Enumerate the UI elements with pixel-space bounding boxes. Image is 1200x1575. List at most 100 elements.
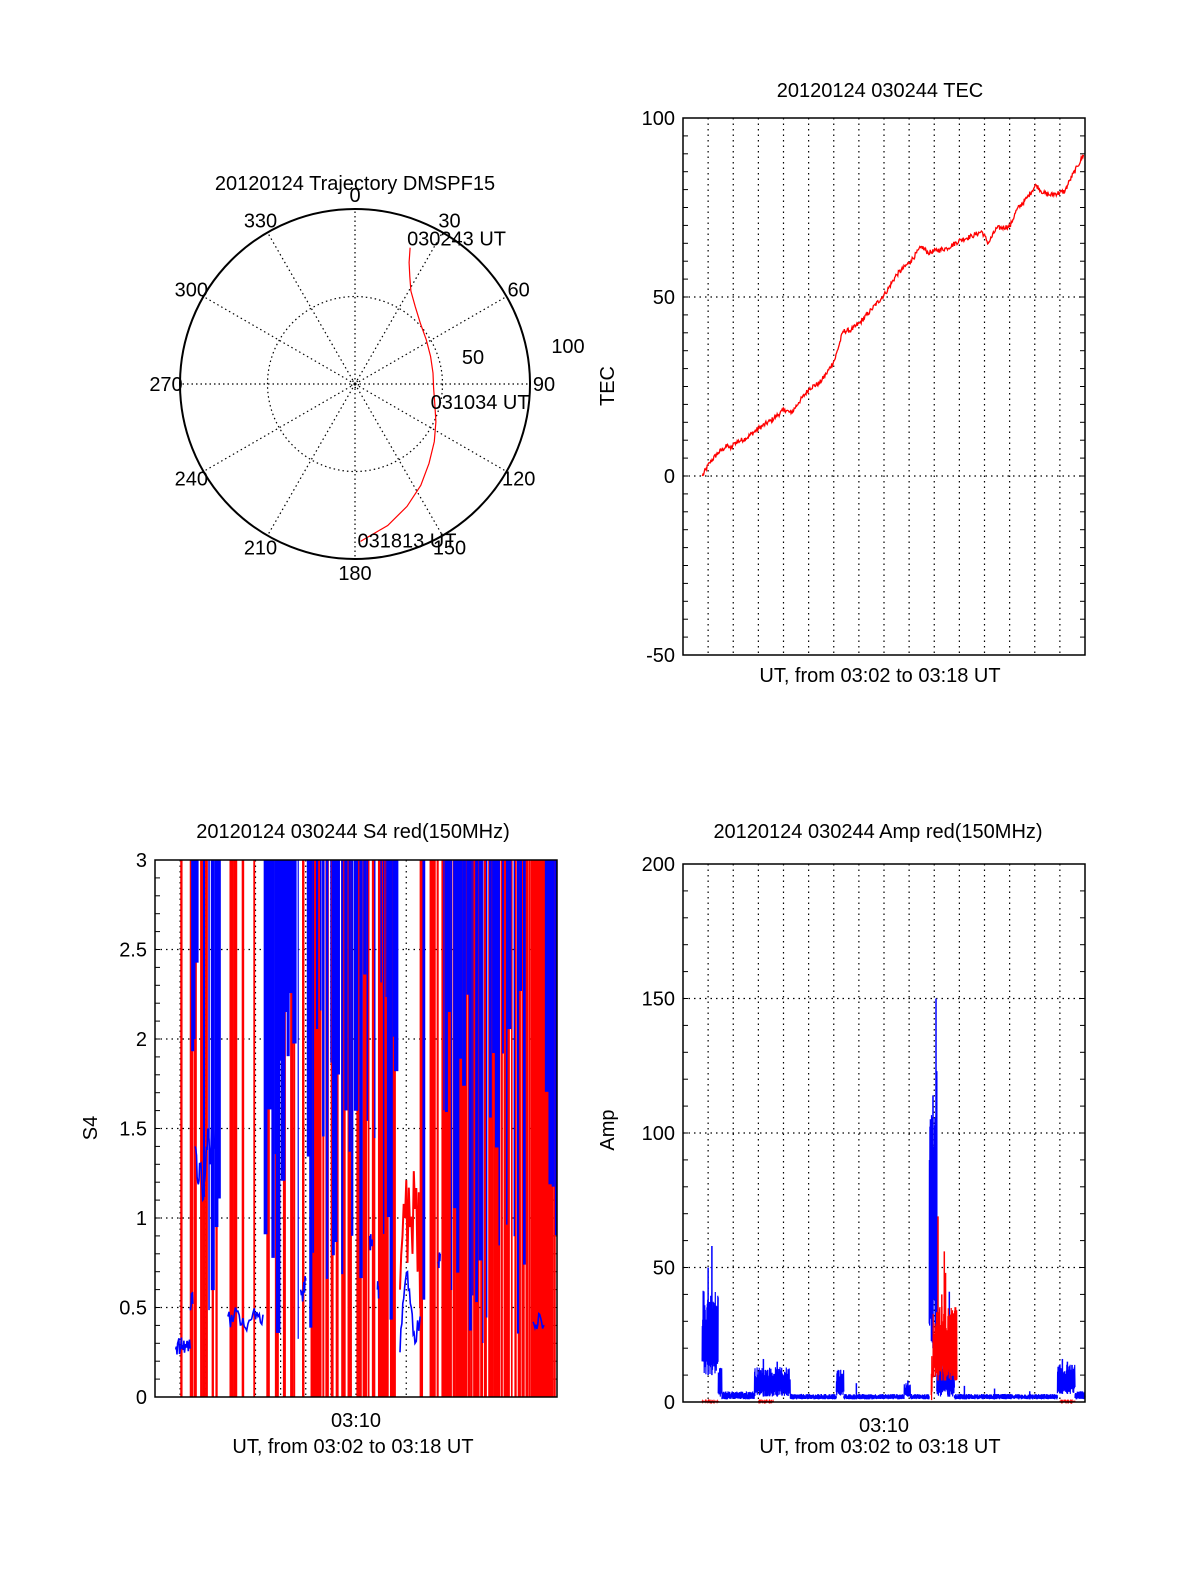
blue-spike	[275, 860, 281, 1333]
blue-segment	[437, 1252, 441, 1269]
blue-segment	[299, 1276, 307, 1302]
blue-spike	[489, 860, 492, 1118]
blue-spike	[386, 860, 391, 1218]
blue-spike	[494, 860, 499, 1148]
blue-spike	[208, 860, 210, 1311]
blue-spike	[292, 860, 297, 1044]
blue-spike	[450, 860, 453, 1291]
y-tick-label: 2	[136, 1029, 147, 1051]
plot-area: -50 0 50 100	[642, 108, 1086, 667]
polar-data: 030243 UT 031034 UT 031813 UT	[357, 229, 529, 553]
plot-frame	[154, 859, 558, 1398]
red-spike	[510, 860, 513, 1397]
grid	[683, 118, 1085, 655]
blue-spike	[392, 860, 395, 1037]
y-tick-label: 200	[642, 854, 675, 876]
blue-spike	[482, 860, 484, 1344]
red-spike	[205, 860, 208, 1397]
blue-spike	[280, 860, 286, 1181]
blue-spike	[341, 860, 344, 1275]
blue-amp-trace	[843, 1393, 905, 1400]
blue-spike	[554, 860, 557, 1236]
blue-segment	[532, 1311, 545, 1332]
red-spike	[489, 860, 494, 1397]
red-spike	[539, 860, 544, 1397]
polar-tick-labels: 0 30 60 90 120 150 180 210 240 270 300 330 50 100	[149, 185, 584, 585]
series-group	[701, 998, 1086, 1405]
blue-spike	[551, 860, 555, 1187]
blue-spike	[382, 860, 385, 1234]
x-tick-label: 03:10	[331, 1410, 381, 1432]
blue-spike	[472, 860, 474, 1296]
red-spike	[528, 860, 531, 1397]
blue-spike	[513, 860, 516, 1237]
grid	[683, 864, 1085, 1402]
blue-amp-trace	[721, 1391, 755, 1400]
series-group	[174, 860, 557, 1397]
y-axis-label: TEC	[597, 366, 619, 406]
tec-chart: 20120124 030244 TEC TEC UT, from 03:02 t…	[597, 80, 1086, 687]
blue-spike	[507, 860, 512, 1030]
y-ticks	[683, 863, 1085, 1403]
red-spike	[193, 860, 197, 1397]
red-spike	[436, 860, 439, 1397]
blue-spike	[330, 860, 332, 1063]
red-spike	[545, 860, 549, 1397]
blue-spike	[516, 860, 520, 1334]
blue-spike	[348, 860, 351, 1152]
red-spike	[536, 860, 541, 1397]
plot-frame	[682, 117, 1086, 656]
red-spike	[241, 860, 245, 1397]
amp-chart: 20120124 030244 Amp red(150MHz) Amp UT, …	[597, 821, 1086, 1458]
y-tick-label: 0	[136, 1387, 147, 1409]
blue-spike	[366, 860, 369, 1121]
blue-spike	[297, 860, 299, 1339]
blue-spike	[309, 860, 313, 1328]
blue-spike	[286, 860, 290, 1057]
blue-spike	[478, 860, 483, 1261]
blue-spike	[385, 860, 387, 998]
polar-grid	[179, 208, 531, 560]
blue-spike	[353, 860, 359, 1111]
blue-spike	[468, 860, 472, 1331]
time-annotation: 031813 UT	[357, 530, 456, 552]
y-tick-label: 50	[653, 287, 675, 309]
blue-spike	[475, 860, 479, 1303]
red-spike	[317, 860, 322, 1397]
blue-spike	[267, 860, 272, 1110]
red-spike	[443, 860, 447, 1397]
blue-spike	[263, 860, 268, 1235]
red-spike	[419, 860, 424, 1397]
polar-spoke	[266, 383, 356, 536]
red-spike	[314, 860, 320, 1397]
x-tick-label: 03:10	[859, 1415, 909, 1437]
x-axis-label: UT, from 03:02 to 03:18 UT	[759, 1436, 1000, 1458]
azimuth-tick-label: 210	[244, 538, 277, 560]
time-annotation: 030243 UT	[407, 229, 506, 251]
blue-spike	[544, 860, 550, 1092]
red-spike	[448, 860, 452, 1397]
blue-spike	[505, 860, 508, 1225]
azimuth-tick-label: 240	[175, 469, 208, 491]
blue-spike	[458, 860, 463, 1059]
y-axis-label: Amp	[597, 1109, 619, 1150]
blue-spike	[443, 860, 445, 1111]
blue-spike	[320, 860, 322, 1011]
blue-spike	[422, 860, 426, 1300]
red-segment	[399, 1171, 422, 1308]
blue-spike	[447, 860, 451, 1012]
plot-frame	[682, 863, 1086, 1403]
red-spike	[266, 860, 270, 1397]
blue-segment	[399, 1270, 421, 1353]
chart-title: 20120124 Trajectory DMSPF15	[215, 173, 495, 195]
blue-spike	[210, 860, 215, 1291]
azimuth-tick-label: 0	[349, 185, 360, 207]
red-spike	[488, 860, 491, 1397]
blue-segment	[194, 1110, 216, 1203]
s4-chart: 20120124 030244 S4 red(150MHz) S4 UT, fr…	[80, 821, 558, 1458]
polar-spoke	[354, 232, 444, 385]
blue-spike	[519, 860, 522, 991]
red-spike	[441, 860, 444, 1397]
blue-amp-trace	[835, 1369, 845, 1396]
red-spike	[533, 860, 536, 1397]
